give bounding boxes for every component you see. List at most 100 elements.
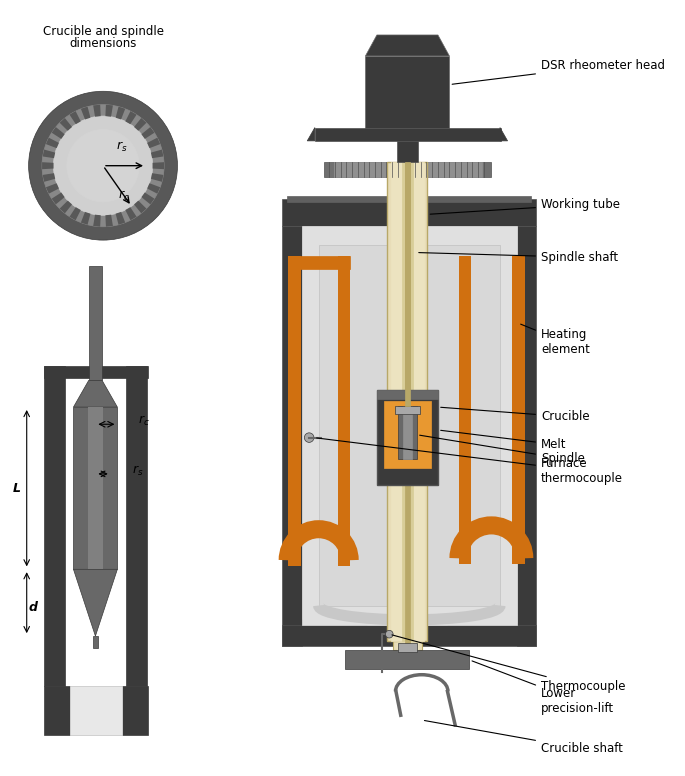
Bar (70, 686, 122, 736)
Polygon shape (51, 192, 64, 204)
Polygon shape (151, 150, 164, 158)
Bar (44, 686, 148, 736)
Bar (405, 162, 410, 406)
Bar (288, 256, 301, 566)
Bar (397, 141, 418, 162)
Bar (395, 406, 420, 414)
Polygon shape (42, 150, 55, 158)
Bar (393, 625, 422, 650)
Text: DSR rheometer head: DSR rheometer head (452, 59, 665, 85)
Polygon shape (147, 183, 160, 194)
Circle shape (42, 105, 164, 227)
Polygon shape (81, 212, 90, 225)
Bar (282, 199, 536, 226)
Bar (44, 366, 65, 686)
Text: Crucible shaft: Crucible shaft (425, 721, 623, 755)
Text: $r_s$: $r_s$ (116, 140, 128, 154)
Circle shape (386, 630, 393, 638)
Circle shape (53, 116, 153, 215)
Bar (403, 406, 412, 459)
Polygon shape (105, 215, 113, 227)
Bar (334, 162, 482, 177)
Bar (89, 266, 102, 380)
Circle shape (304, 433, 314, 442)
Polygon shape (42, 162, 53, 169)
Bar (405, 162, 410, 641)
Circle shape (29, 92, 177, 240)
Polygon shape (134, 118, 147, 131)
Text: Furnace
thermocouple: Furnace thermocouple (316, 438, 623, 485)
Bar (398, 406, 417, 459)
Bar (377, 390, 438, 400)
Polygon shape (500, 127, 508, 141)
Polygon shape (141, 192, 154, 204)
Bar (401, 162, 413, 641)
Text: $r_s$: $r_s$ (132, 464, 143, 478)
Bar (384, 401, 432, 468)
Polygon shape (151, 173, 164, 182)
Polygon shape (93, 105, 101, 116)
Polygon shape (125, 207, 136, 220)
Text: Crucible and spindle: Crucible and spindle (42, 26, 164, 39)
Polygon shape (116, 106, 125, 120)
Bar (459, 256, 471, 564)
Bar (288, 256, 350, 268)
Polygon shape (69, 207, 81, 220)
Bar (365, 56, 449, 127)
Polygon shape (125, 111, 136, 124)
Text: Melt: Melt (440, 431, 566, 451)
Bar (388, 162, 427, 641)
Text: Spindle shaft: Spindle shaft (419, 251, 618, 264)
Bar (397, 625, 418, 650)
Bar (405, 625, 410, 650)
Bar (338, 256, 350, 566)
Bar (282, 625, 536, 646)
Text: $r_c$: $r_c$ (138, 414, 150, 428)
Polygon shape (73, 380, 117, 407)
Polygon shape (153, 162, 164, 169)
Polygon shape (73, 570, 117, 636)
Bar (301, 226, 517, 625)
Polygon shape (46, 137, 59, 148)
Polygon shape (60, 200, 72, 213)
Bar (282, 226, 301, 646)
Text: Thermocouple: Thermocouple (392, 635, 625, 693)
Polygon shape (365, 35, 449, 56)
Text: dimensions: dimensions (69, 37, 137, 50)
Bar (398, 643, 417, 653)
Polygon shape (51, 127, 64, 139)
Polygon shape (93, 215, 101, 227)
Bar (377, 390, 438, 485)
Polygon shape (60, 118, 72, 131)
Polygon shape (308, 127, 315, 141)
Text: L: L (13, 482, 21, 494)
Text: Crucible: Crucible (440, 407, 590, 423)
Bar (126, 366, 147, 686)
Text: d: d (29, 601, 38, 614)
Text: Heating
element: Heating element (521, 324, 590, 356)
Polygon shape (116, 212, 125, 225)
Bar (73, 407, 117, 570)
Polygon shape (81, 106, 90, 120)
Bar (319, 245, 500, 605)
Polygon shape (147, 137, 160, 148)
Polygon shape (42, 173, 55, 182)
Polygon shape (69, 111, 81, 124)
Circle shape (67, 130, 139, 202)
Text: Spindle: Spindle (420, 435, 585, 465)
Bar (512, 256, 525, 564)
Polygon shape (46, 183, 59, 194)
Bar (325, 162, 491, 177)
Polygon shape (105, 105, 113, 116)
Bar (44, 366, 148, 377)
Bar (92, 636, 98, 647)
Text: $r_c$: $r_c$ (118, 189, 130, 203)
Bar (517, 226, 536, 646)
Bar (391, 162, 423, 641)
Polygon shape (141, 127, 154, 139)
Text: Working tube: Working tube (430, 199, 620, 214)
Bar (287, 196, 532, 202)
Circle shape (67, 130, 139, 202)
Bar (88, 407, 103, 570)
Text: Lower
precision-lift: Lower precision-lift (472, 661, 614, 715)
